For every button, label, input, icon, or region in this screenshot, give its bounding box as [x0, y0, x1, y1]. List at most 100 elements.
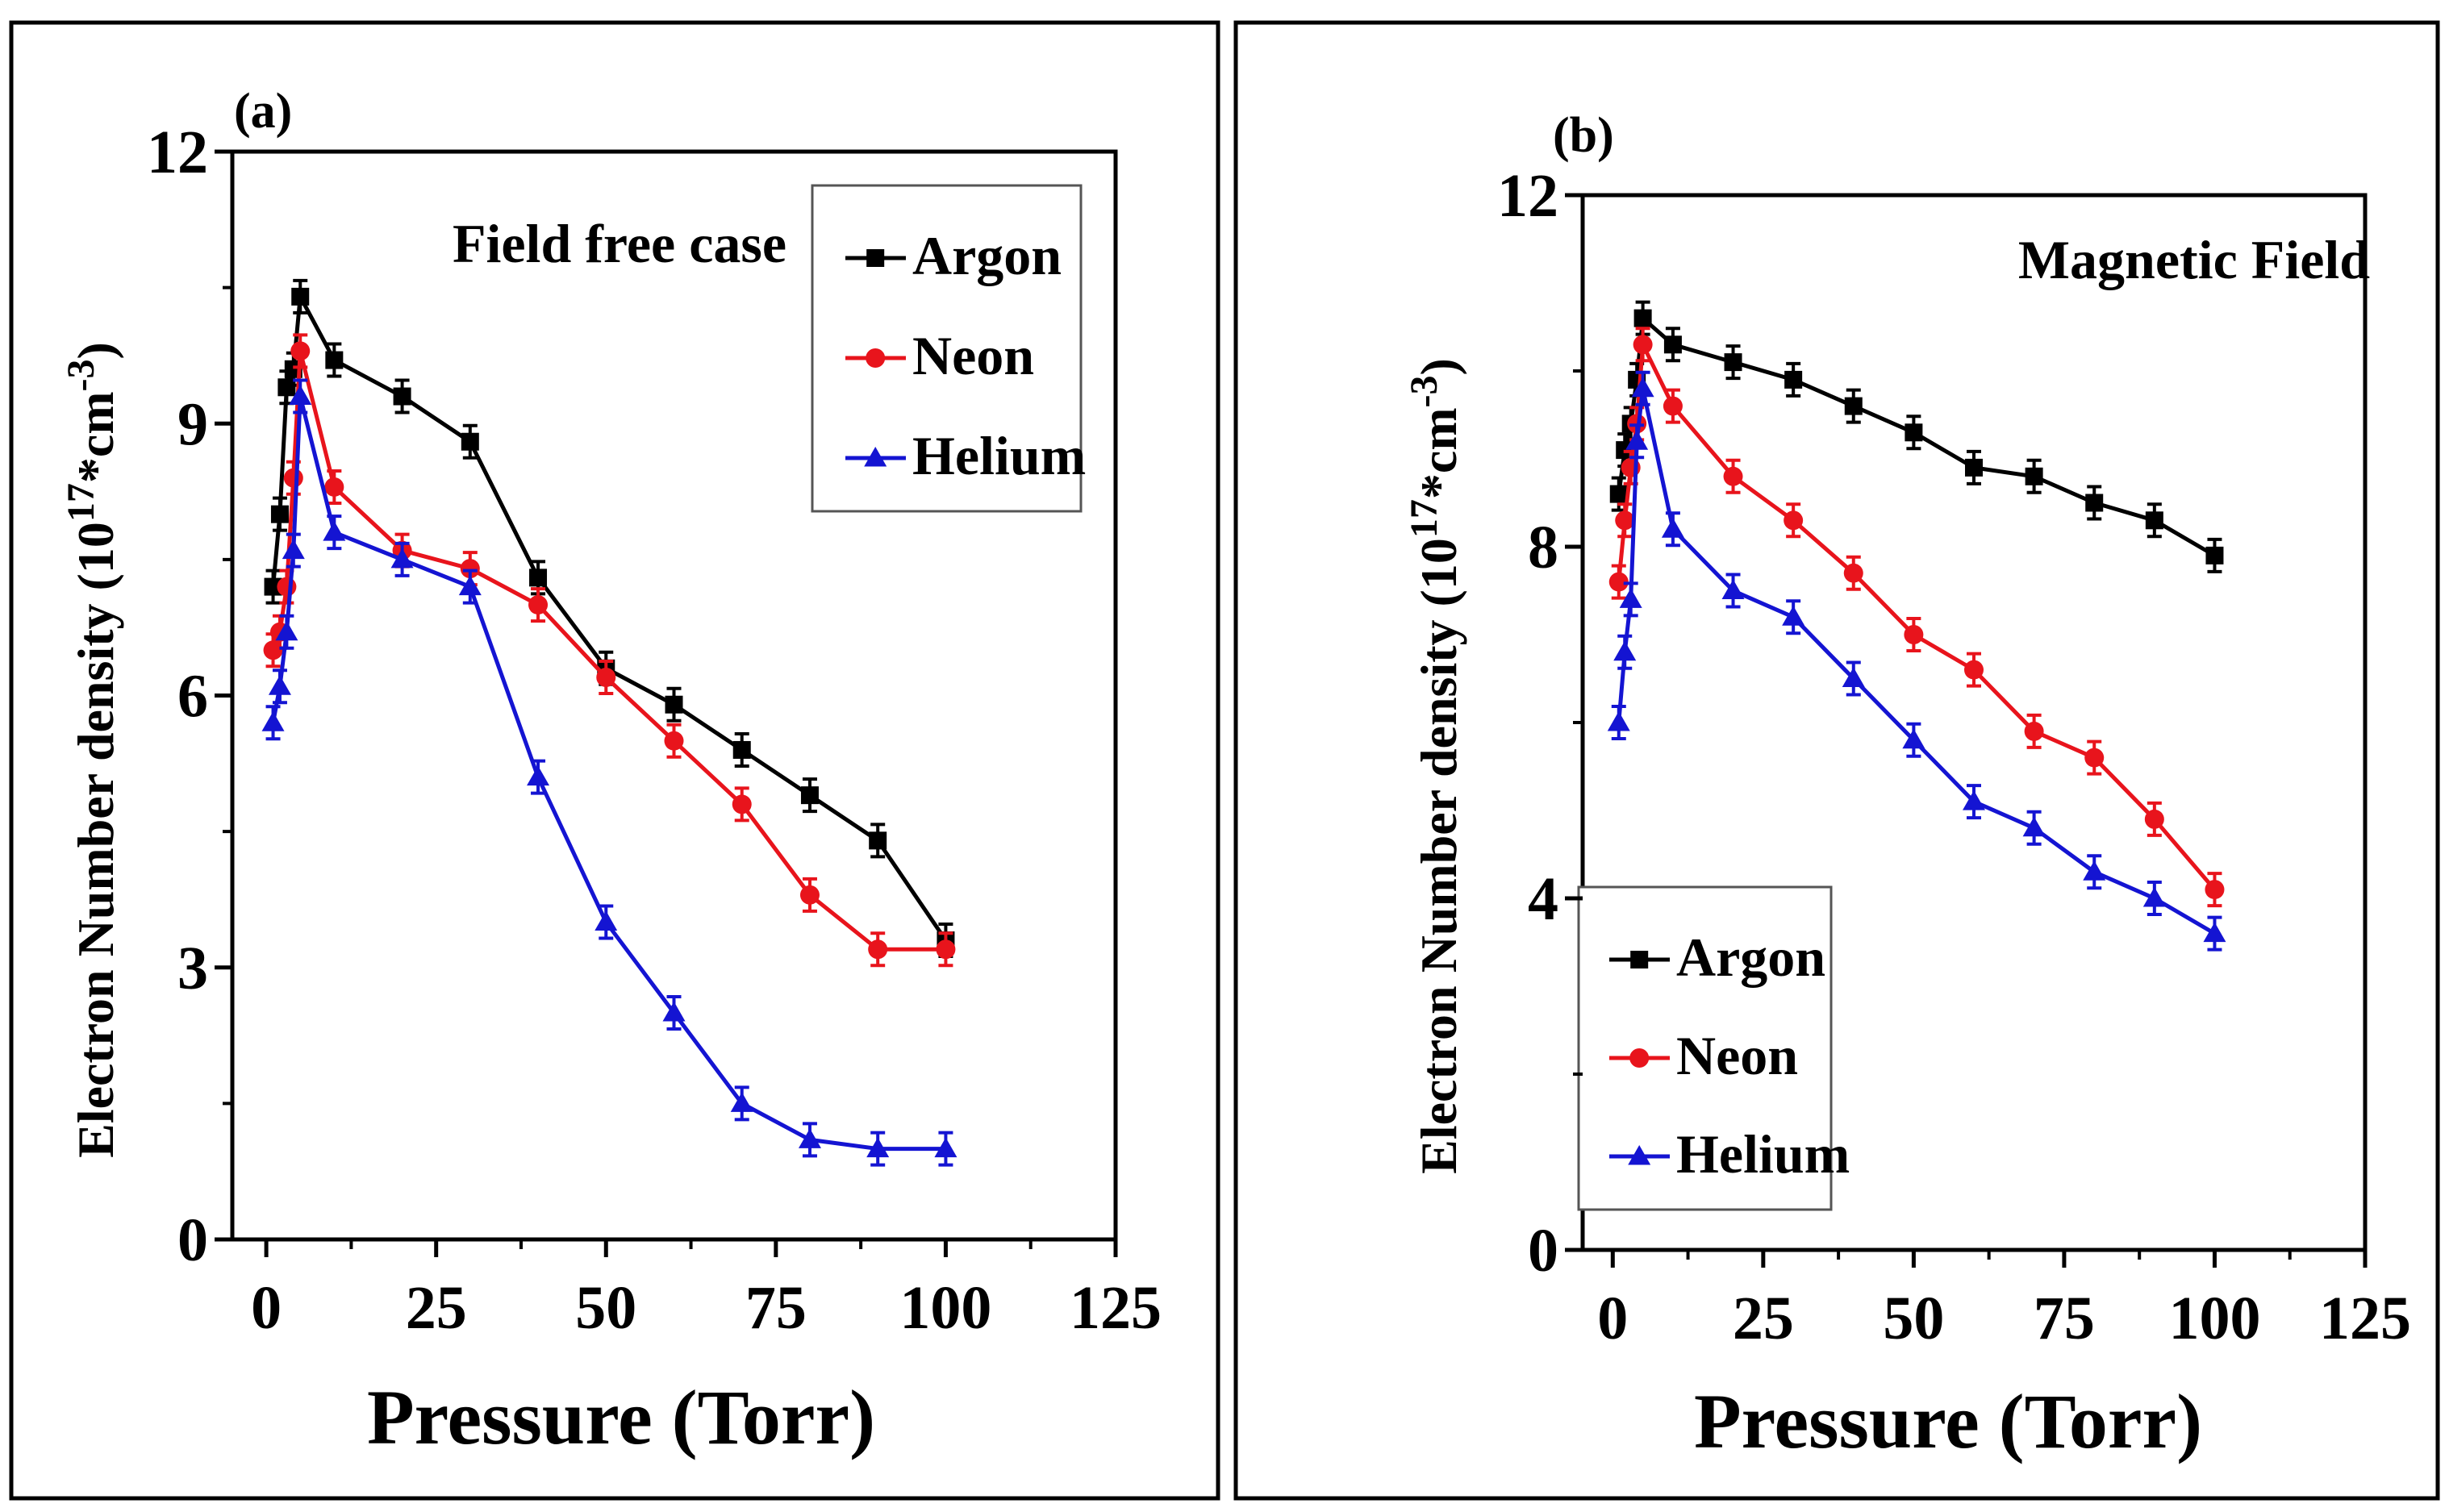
panel-a-helium-point: [934, 1137, 957, 1158]
panel-a-argon-point: [291, 287, 310, 306]
panel-a-x-tick-label: 75: [745, 1274, 807, 1342]
panel-b-y-tick-label: 8: [1528, 514, 1558, 581]
panel-b-frame: [1233, 20, 2440, 1501]
panel-b-helium-point: [2203, 922, 2226, 943]
panel-a-argon-point: [665, 695, 683, 714]
panel-a-helium-point: [275, 620, 298, 641]
panel-b-helium-point: [1842, 667, 1865, 687]
panel-a-legend-argon-label: Argon: [912, 225, 1062, 286]
panel-a-y-label-exponent-neg3: -3: [60, 359, 102, 391]
panel-a-helium-point: [261, 711, 285, 731]
panel-a-x-tick-label: 0: [251, 1274, 282, 1342]
panel-a-neon-point: [936, 939, 956, 960]
panel-b-y-tick-label: 12: [1497, 162, 1558, 230]
panel-b-argon-point: [1633, 309, 1652, 327]
panel-a-x-tick-label: 50: [575, 1274, 636, 1342]
panel-a-y-label-unit: *cm: [67, 391, 124, 483]
panel-b-legend-helium-label: Helium: [1676, 1123, 1850, 1185]
panel-a-neon-point: [664, 731, 684, 751]
panel-b-legend-argon-label: Argon: [1676, 927, 1825, 988]
panel-a-x-tick-label: 125: [1070, 1274, 1162, 1342]
panel-b-legend: Argon Neon Helium: [1609, 927, 1850, 1185]
panel-b-helium-point: [1619, 588, 1642, 608]
panel-b-helium-point: [1631, 377, 1654, 398]
panel-b-helium-point: [2142, 887, 2166, 907]
panel-a-neon-point: [799, 885, 820, 905]
panel-b-neon-point: [2205, 880, 2225, 900]
panel-b-helium-point: [2083, 860, 2106, 881]
panel-a-legend: Argon Neon Helium: [845, 225, 1086, 486]
panel-b-argon-point: [2025, 467, 2043, 485]
panel-b-argon-point: [1784, 370, 1803, 389]
panel-a-y-tick-label: 0: [177, 1206, 208, 1274]
panel-a-argon-point: [732, 740, 751, 759]
panel-a-series-helium: [261, 378, 957, 1167]
panel-a-helium-point: [458, 575, 482, 596]
panel-a-helium-point: [289, 385, 312, 406]
panel-a-legend-argon-marker: [866, 249, 885, 267]
panel-b-y-tick-label: 0: [1528, 1217, 1558, 1285]
panel-b-argon-point: [2085, 494, 2104, 512]
panel-a-x-tick-label: 25: [406, 1274, 467, 1342]
panel-b-series-helium: [1607, 370, 2226, 952]
panel-b-helium-line: [1617, 386, 2216, 935]
panel-a-helium-point: [595, 910, 618, 931]
panel-a-argon-point: [264, 577, 282, 596]
panel-b-y-label-exponent-neg3: -3: [1403, 375, 1446, 407]
panel-a-y-tick-label: 6: [177, 663, 208, 731]
panel-b-legend-argon-marker: [1630, 951, 1649, 968]
panel-a-neon-point: [283, 468, 303, 488]
panel-b-helium-point: [1661, 518, 1684, 538]
panel-a-legend-helium-marker: [864, 447, 887, 467]
panel-b-neon-point: [1633, 335, 1653, 355]
panel-b-helium-point: [1613, 640, 1637, 661]
panel-a-annotation: Field free case: [453, 213, 786, 274]
panel-b-helium-point: [1607, 711, 1630, 731]
panel-a-helium-point: [662, 1001, 686, 1022]
panel-a-helium-point: [866, 1137, 890, 1158]
panel-b-x-tick-label: 50: [1883, 1285, 1944, 1352]
panel-b-helium-point: [1625, 430, 1649, 450]
panel-b-label: (b): [1553, 108, 1614, 163]
panel-b-argon-point: [1609, 485, 1628, 503]
panel-a-helium-point: [268, 675, 291, 695]
panel-a-legend-neon-marker: [866, 348, 886, 368]
panel-a-argon-point: [277, 378, 296, 397]
panel-b-helium-point: [1782, 606, 1805, 626]
panel-b-legend-neon-label: Neon: [1676, 1025, 1798, 1086]
panel-a-neon-point: [290, 341, 311, 361]
panel-b-helium-point: [1963, 790, 1985, 810]
panel-a-helium-point: [323, 521, 346, 541]
panel-b-neon-point: [1608, 572, 1629, 592]
panel-b-legend-neon-marker: [1629, 1048, 1650, 1068]
panel-b-x-tick-label: 75: [2034, 1285, 2095, 1352]
panel-b-neon-point: [2144, 809, 2164, 829]
panel-b-x-tick-label: 25: [1733, 1285, 1794, 1352]
panel-b-neon-point: [1843, 563, 1863, 583]
panel-a-helium-point: [282, 539, 305, 560]
panel-a-helium-point: [730, 1092, 753, 1112]
panel-a-y-tick-label: 12: [147, 119, 208, 186]
panel-b-x-tick-label: 125: [2319, 1285, 2411, 1352]
panel-a-argon-point: [461, 432, 479, 451]
panel-a-argon-point: [869, 831, 887, 850]
panel-a-argon-point: [270, 505, 289, 523]
panel-b-y-label-close: ): [1410, 358, 1467, 375]
panel-a-y-axis-label: Electron Number density (1017*cm-3): [60, 342, 124, 1158]
panel-b-y-label-unit: *cm: [1410, 407, 1467, 499]
panel-b-neon-point: [1964, 660, 1984, 680]
panel-a-x-tick-label: 100: [899, 1274, 991, 1342]
panel-b-argon-point: [1965, 458, 1983, 477]
panel-b-series-argon: [1609, 300, 2224, 573]
panel-a-y-tick-label: 9: [177, 390, 208, 458]
panel-a-label: (a): [234, 84, 292, 139]
panel-b-x-axis-label: Pressure (Torr): [1694, 1378, 2202, 1464]
panel-b-argon-point: [2145, 511, 2163, 530]
panel-b-argon-point: [2205, 546, 2224, 564]
panel-b: (b) Magnetic Field Pressure (Torr) Elect…: [1403, 108, 2411, 1464]
panel-a-neon-point: [732, 794, 752, 814]
panel-b-x-tick-label: 0: [1597, 1285, 1628, 1352]
panel-a: (a) Field free case Pressure (Torr) Elec…: [60, 84, 1162, 1460]
panel-b-argon-point: [1905, 423, 1923, 442]
